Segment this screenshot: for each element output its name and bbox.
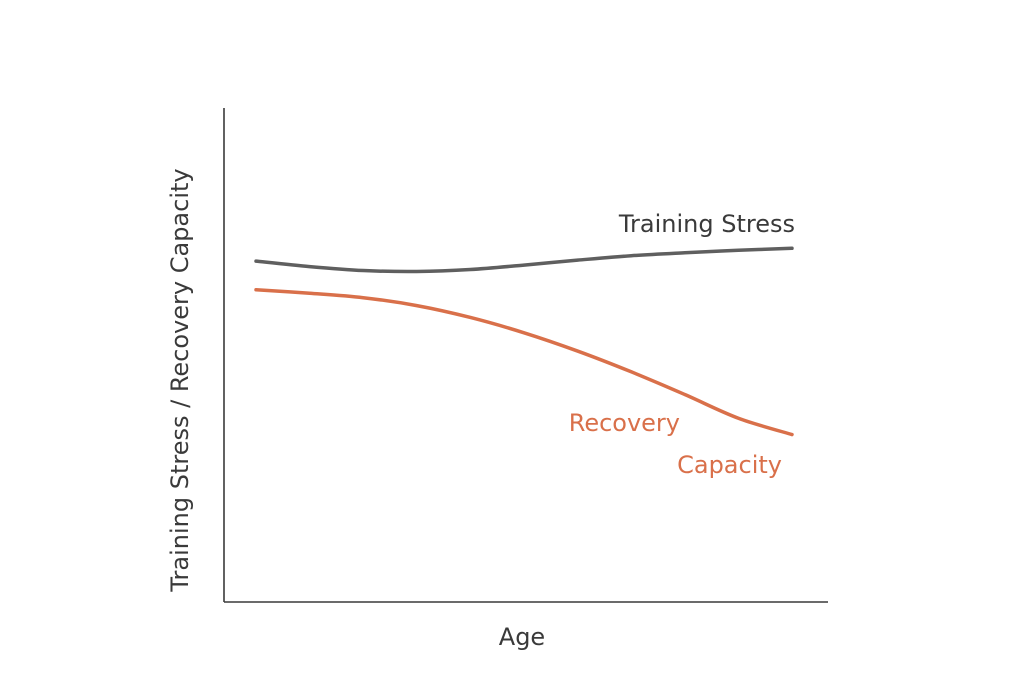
axes	[223, 108, 828, 603]
series-line-training-stress	[254, 246, 794, 274]
series-layer	[254, 246, 794, 437]
series-labels: Training Stress Recovery Capacity	[569, 210, 795, 479]
y-axis-label: Training Stress / Recovery Capacity	[166, 168, 194, 592]
series-label-training-stress: Training Stress	[618, 210, 795, 238]
series-label-recovery-capacity-line-2: Capacity	[677, 451, 782, 479]
series-line-recovery-capacity	[254, 288, 794, 437]
x-axis-label: Age	[499, 623, 545, 651]
series-label-recovery-capacity: Recovery	[569, 409, 680, 437]
